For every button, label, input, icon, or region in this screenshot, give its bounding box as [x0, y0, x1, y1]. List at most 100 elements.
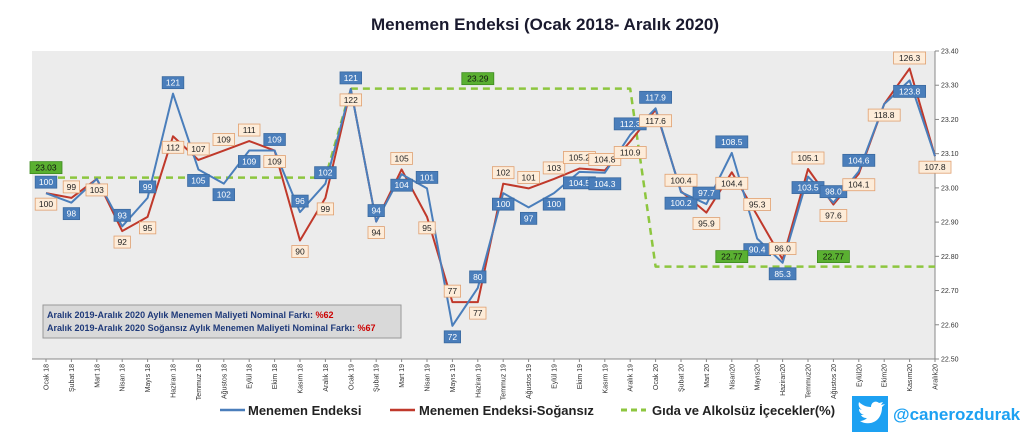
- blue-data-label: 93: [117, 210, 127, 220]
- blue-data-label: 97.7: [698, 188, 715, 198]
- x-tick-label: Kasım 18: [298, 364, 305, 394]
- blue-data-label: 101: [420, 172, 434, 182]
- red-data-label: 109: [217, 135, 231, 145]
- blue-data-label: 72: [448, 332, 458, 342]
- x-tick-label: Ocak 19: [348, 364, 355, 390]
- red-data-label: 77: [473, 308, 483, 318]
- x-tick-label: Haziran 18: [171, 364, 178, 398]
- red-data-label: 110.9: [620, 148, 641, 158]
- blue-data-label: 99: [143, 182, 153, 192]
- red-data-label-box: [588, 153, 622, 166]
- blue-data-label: 108.5: [721, 137, 743, 147]
- blue-data-label: 123.8: [899, 86, 921, 96]
- red-data-label: 86.0: [774, 243, 791, 253]
- green-data-label: 22.77: [823, 252, 845, 262]
- x-tick-label: Eylül 19: [552, 364, 559, 389]
- red-data-label: 109: [268, 157, 282, 167]
- x-tick-label: Kasım20: [907, 364, 914, 392]
- twitter-badge: @canerozdurak: [852, 396, 1021, 432]
- green-data-label: 22.77: [721, 252, 743, 262]
- green-data-label-box: [29, 161, 63, 175]
- blue-data-label-box: [842, 153, 876, 167]
- blue-data-label-box: [542, 197, 566, 211]
- blue-data-label: 80: [473, 272, 483, 282]
- x-tick-label: Mart 20: [704, 364, 711, 388]
- blue-data-label: 102: [217, 190, 231, 200]
- red-data-label-box: [768, 242, 797, 255]
- red-data-label: 94: [371, 228, 381, 238]
- red-data-label: 117.6: [645, 116, 666, 126]
- blue-data-label: 117.9: [645, 92, 666, 102]
- blue-data-label: 112.3: [620, 119, 641, 129]
- x-tick-label: Temmuz 19: [501, 364, 508, 400]
- blue-data-label-box: [664, 196, 698, 210]
- note-line-1-text: Aralık 2019-Aralık 2020 Aylık Menemen Ma…: [47, 310, 315, 320]
- x-tick-label: Mart 19: [399, 364, 406, 388]
- x-tick-label: Kasım 19: [602, 364, 609, 394]
- blue-data-label: 104.3: [594, 179, 616, 189]
- red-data-label: 97.6: [825, 211, 842, 221]
- green-data-label-box: [817, 250, 850, 264]
- twitter-handle: @canerozdurak: [893, 405, 1021, 424]
- right-tick-label: 22.50: [941, 357, 959, 364]
- blue-data-label: 109: [268, 135, 282, 145]
- blue-data-label-box: [819, 185, 848, 199]
- x-tick-label: Mayıs 19: [450, 364, 457, 393]
- legend-label-red: Menemen Endeksi-Soğansız: [419, 403, 594, 418]
- blue-data-label: 100: [547, 199, 561, 209]
- right-tick-label: 23.40: [941, 49, 959, 56]
- red-data-label: 90: [295, 247, 305, 257]
- x-tick-label: Temmuz20: [806, 364, 813, 398]
- red-data-label-box: [664, 173, 698, 187]
- blue-data-label-box: [339, 71, 363, 85]
- red-data-label: 112: [166, 142, 180, 152]
- red-data-label: 95.3: [749, 199, 766, 209]
- twitter-bird-glyph: [858, 401, 885, 424]
- red-data-label: 107: [191, 144, 205, 154]
- x-tick-label: Ocak 20: [653, 364, 660, 390]
- blue-data-label-box: [588, 177, 622, 191]
- x-tick-label: Nisan 18: [120, 364, 127, 392]
- blue-data-label-box: [263, 133, 286, 146]
- x-tick-label: Ağustos 19: [526, 364, 533, 399]
- right-tick-label: 23.20: [941, 117, 959, 124]
- blue-data-label-box: [291, 194, 309, 208]
- red-data-label-box: [918, 160, 952, 174]
- red-data-label: 104.4: [721, 178, 743, 188]
- x-tick-label: Ekim20: [882, 364, 889, 387]
- legend: Menemen Endeksi Menemen Endeksi-Soğansız…: [220, 403, 835, 418]
- blue-data-label-box: [187, 174, 210, 187]
- blue-data-label-box: [491, 197, 515, 211]
- x-tick-label: Ağustos 20: [831, 364, 838, 399]
- blue-data-label-box: [138, 180, 157, 194]
- green-data-label: 23.03: [35, 163, 57, 173]
- blue-data-label: 85.3: [774, 269, 791, 279]
- x-tick-label: Ekim 19: [577, 364, 584, 389]
- red-data-label: 105.2: [569, 153, 591, 163]
- x-axis: Ocak 18 Şubat 18 Mart 18 Nisan 18 Mayıs 18 Ha…: [32, 358, 940, 400]
- blue-data-label: 104: [395, 180, 409, 190]
- red-data-label: 95: [143, 223, 153, 233]
- note-line-2-value: %67: [357, 323, 375, 333]
- red-data-label-box: [743, 198, 771, 211]
- x-tick-label: Eylül20: [856, 364, 863, 387]
- red-data-label: 105: [395, 153, 409, 163]
- chart-title: Menemen Endeksi (Ocak 2018- Aralık 2020): [371, 15, 719, 34]
- blue-data-label: 90.4: [749, 245, 766, 255]
- blue-data-label-box: [62, 207, 81, 221]
- note-line-1-value: %62: [315, 310, 333, 320]
- red-data-label-box: [443, 284, 462, 298]
- note-line-1: Aralık 2019-Aralık 2020 Aylık Menemen Ma…: [47, 310, 333, 320]
- x-tick-label: Şubat 19: [374, 364, 381, 392]
- blue-data-label-box: [161, 76, 185, 90]
- blue-data-label-box: [639, 90, 672, 104]
- right-tick-label: 22.80: [941, 254, 959, 261]
- red-data-label: 103: [547, 163, 561, 173]
- red-data-label: 103: [90, 185, 104, 195]
- blue-data-label: 105: [191, 175, 205, 185]
- green-data-label: 23.29: [467, 74, 489, 84]
- red-data-label: 100.4: [670, 175, 692, 185]
- red-data-label-box: [34, 197, 58, 211]
- red-data-label-box: [542, 161, 566, 175]
- red-data-label: 77: [448, 286, 458, 296]
